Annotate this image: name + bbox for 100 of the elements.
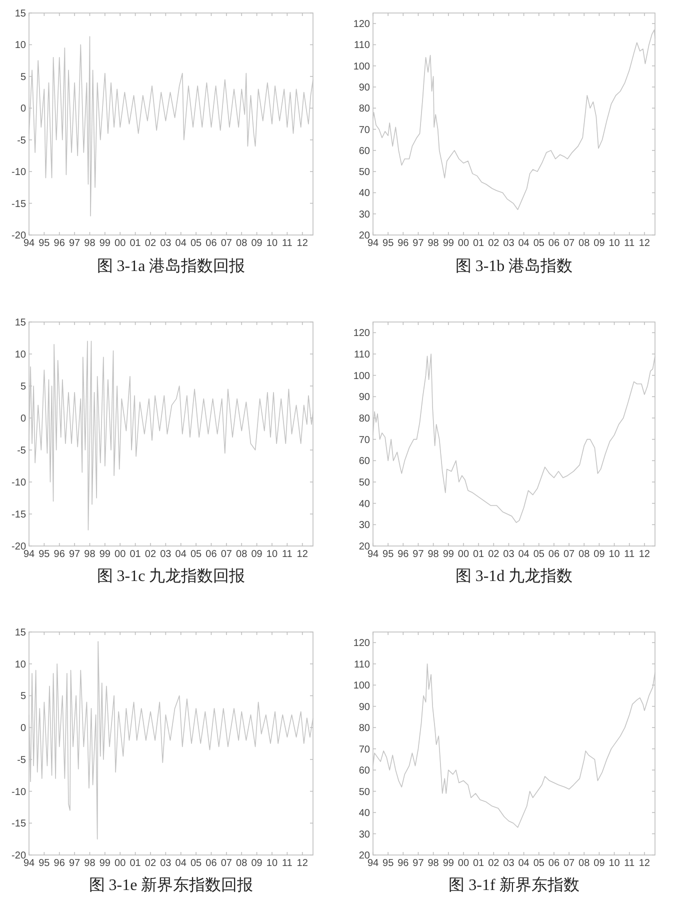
text: 图 3-1f 新界东指数 <box>448 876 580 894</box>
x-tick-label: 04 <box>175 238 187 249</box>
x-tick-label: 06 <box>206 238 218 249</box>
x-tick-label: 99 <box>99 549 111 560</box>
x-tick-label: 05 <box>533 238 545 249</box>
y-tick-label: 0 <box>20 723 26 734</box>
y-tick-label: 110 <box>354 40 370 52</box>
x-tick-label: 05 <box>533 858 545 869</box>
x-tick-label: 08 <box>578 549 590 560</box>
x-tick-label: 03 <box>160 858 172 869</box>
y-tick-label: 10 <box>14 350 26 360</box>
y-tick-label: -15 <box>12 818 26 830</box>
y-tick-label: 110 <box>354 659 370 670</box>
x-tick-label: 97 <box>412 549 424 560</box>
x-tick-label: 01 <box>130 858 142 869</box>
x-tick-label: 00 <box>458 238 470 249</box>
x-tick-label: 98 <box>84 238 96 249</box>
y-tick-label: 10 <box>14 40 26 52</box>
x-tick-label: 99 <box>442 549 454 560</box>
y-tick-label: 30 <box>358 829 370 840</box>
x-tick-label: 03 <box>503 238 515 249</box>
y-tick-label: 110 <box>354 350 370 360</box>
x-tick-label: 97 <box>412 858 424 869</box>
x-tick-label: 07 <box>220 238 232 249</box>
y-tick-label: 5 <box>20 382 26 392</box>
x-tick-label: 96 <box>54 549 66 560</box>
y-tick-label: 60 <box>358 456 370 468</box>
x-tick-label: 02 <box>144 549 156 560</box>
x-tick-label: 99 <box>99 238 111 249</box>
x-tick-label: 98 <box>84 858 96 869</box>
x-tick-label: 12 <box>638 238 650 249</box>
x-tick-label: 02 <box>488 238 500 249</box>
x-tick-label: 95 <box>38 238 50 249</box>
x-tick-label: 08 <box>578 858 590 869</box>
x-tick-label: 94 <box>367 858 379 869</box>
y-tick-label: 40 <box>358 188 370 200</box>
x-tick-label: 99 <box>99 858 111 869</box>
x-tick-label: 06 <box>548 238 560 249</box>
x-tick-label: 09 <box>594 858 606 869</box>
x-tick-label: 04 <box>518 238 530 249</box>
x-tick-label: 03 <box>503 858 515 869</box>
y-tick-label: 50 <box>358 167 370 178</box>
x-tick-label: 05 <box>533 549 545 560</box>
y-tick-label: 70 <box>358 744 370 756</box>
y-tick-label: 50 <box>358 786 370 798</box>
y-tick-label: 60 <box>358 766 370 777</box>
y-tick-label: 120 <box>353 328 370 340</box>
x-tick-label: 08 <box>236 549 248 560</box>
y-tick-label: 15 <box>14 318 26 328</box>
x-tick-label: 07 <box>563 549 576 560</box>
y-tick-label: -10 <box>12 478 26 488</box>
x-tick-label: 01 <box>130 549 142 560</box>
y-tick-label: -5 <box>17 754 26 766</box>
x-tick-label: 96 <box>54 858 66 869</box>
x-tick-label: 10 <box>608 858 620 869</box>
x-tick-label: 09 <box>251 858 263 869</box>
x-tick-label: 97 <box>69 549 81 560</box>
x-tick-label: 01 <box>473 549 485 560</box>
y-tick-label: 90 <box>358 392 370 404</box>
x-tick-label: 12 <box>296 549 308 560</box>
x-tick-label: 03 <box>503 549 515 560</box>
x-tick-label: 95 <box>38 858 50 869</box>
x-tick-label: 08 <box>578 238 590 249</box>
x-tick-label: 05 <box>190 549 202 560</box>
text: 图 3-1d 九龙指数 <box>455 567 573 585</box>
y-tick-label: -10 <box>12 786 26 798</box>
x-tick-label: 10 <box>266 238 278 249</box>
x-tick-label: 11 <box>282 549 293 560</box>
y-tick-label: 120 <box>353 638 370 650</box>
x-tick-label: 12 <box>638 549 650 560</box>
x-tick-label: 10 <box>266 858 278 869</box>
x-tick-label: 02 <box>488 858 500 869</box>
x-tick-label: 09 <box>251 238 263 249</box>
x-tick-label: 09 <box>594 238 606 249</box>
y-tick-label: 40 <box>358 808 370 820</box>
x-tick-label: 10 <box>608 238 620 249</box>
y-tick-label: 80 <box>358 723 370 734</box>
x-tick-label: 12 <box>638 858 650 869</box>
x-tick-label: 07 <box>563 238 576 249</box>
x-tick-label: 00 <box>114 549 126 560</box>
y-tick-label: 50 <box>358 478 370 488</box>
x-tick-label: 10 <box>266 549 278 560</box>
x-tick-label: 03 <box>160 238 172 249</box>
x-tick-label: 07 <box>563 858 576 869</box>
x-tick-label: 05 <box>190 858 202 869</box>
y-tick-label: 60 <box>358 146 370 157</box>
x-tick-label: 95 <box>382 549 394 560</box>
y-tick-label: -15 <box>12 510 26 520</box>
y-tick-label: 80 <box>358 414 370 424</box>
y-tick-label: 15 <box>14 8 26 20</box>
x-tick-label: 97 <box>69 238 81 249</box>
y-tick-label: 90 <box>358 702 370 713</box>
x-tick-label: 01 <box>130 238 142 249</box>
x-tick-label: 00 <box>458 858 470 869</box>
x-tick-label: 02 <box>488 549 500 560</box>
x-tick-label: 96 <box>54 238 66 249</box>
x-tick-label: 01 <box>473 858 485 869</box>
x-tick-label: 12 <box>296 238 308 249</box>
x-tick-label: 00 <box>114 858 126 869</box>
x-tick-label: 10 <box>608 549 620 560</box>
